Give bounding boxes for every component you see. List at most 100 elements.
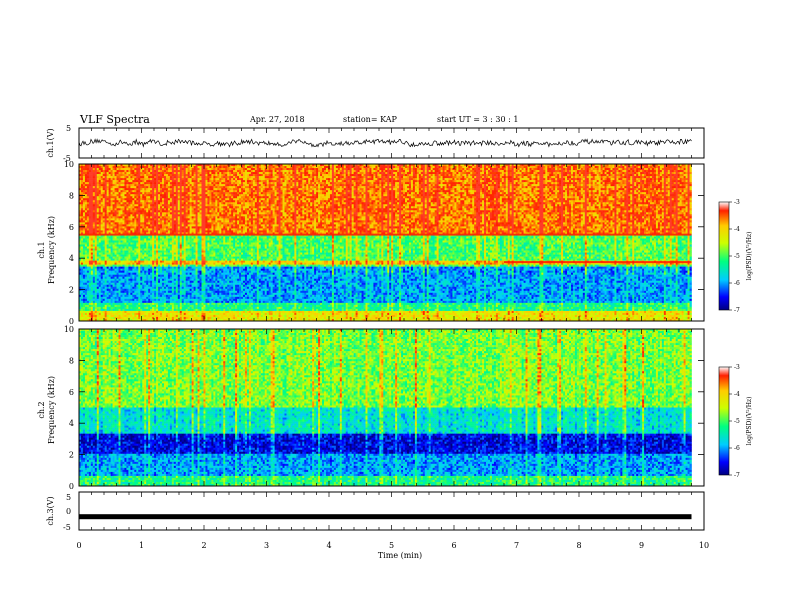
spec1-cell — [522, 186, 524, 188]
spec1-cell — [243, 176, 245, 178]
spec1-cell — [452, 182, 454, 184]
spec1-cell — [182, 190, 184, 192]
spec1-cell — [375, 182, 377, 184]
spec1-cell — [403, 174, 405, 176]
spec1-cell — [176, 194, 178, 196]
spec1-cell — [354, 182, 356, 184]
spec1-cell — [674, 190, 676, 192]
spec1-cell — [324, 180, 326, 182]
spec1-cell — [472, 190, 474, 192]
spec1-cell — [245, 172, 247, 174]
spec1-cell — [474, 176, 476, 178]
spec1-cell — [672, 192, 674, 194]
spec1-cell — [567, 178, 569, 180]
spec1-cell — [591, 166, 593, 168]
spec1-cell — [140, 180, 142, 182]
spec1-cell — [529, 166, 531, 168]
spec1-cell — [385, 188, 387, 190]
spec1-cell — [385, 194, 387, 196]
spec1-cell — [271, 172, 273, 174]
spec1-cell — [448, 180, 450, 182]
spec1-cell — [462, 190, 464, 192]
spec1-cell — [81, 190, 83, 192]
spec1-cell — [616, 178, 618, 180]
spec1-cell — [365, 174, 367, 176]
spec1-cell — [682, 172, 684, 174]
spec1-cell — [138, 178, 140, 180]
spec1-cell — [551, 186, 553, 188]
spec1-cell — [419, 178, 421, 180]
spec1-cell — [180, 168, 182, 170]
spec1-cell — [322, 172, 324, 174]
spec1-cell — [290, 172, 292, 174]
spec1-cell — [533, 180, 535, 182]
spec1-cell — [172, 170, 174, 172]
spec1-cell — [369, 166, 371, 168]
spec1-cell — [308, 182, 310, 184]
spec1-cell — [360, 190, 362, 192]
spec1-cell — [593, 180, 595, 182]
spec1-cell — [288, 180, 290, 182]
spec1-cell — [660, 168, 662, 170]
spec1-cell — [298, 168, 300, 170]
spec1-cell — [526, 178, 528, 180]
spec1-cell — [255, 168, 257, 170]
spec1-cell — [194, 180, 196, 182]
spec1-cell — [334, 190, 336, 192]
spec1-cell — [279, 172, 281, 174]
spec1-cell — [235, 174, 237, 176]
spec1-cell — [393, 186, 395, 188]
spec1-cell — [217, 174, 219, 176]
spec1-cell — [190, 188, 192, 190]
spec1-cell — [531, 174, 533, 176]
spec1-cell — [557, 186, 559, 188]
spec1-cell — [81, 180, 83, 182]
spec1-cell — [346, 186, 348, 188]
spec1-cell — [448, 184, 450, 186]
spec1-cell — [142, 172, 144, 174]
spec1-cell — [539, 190, 541, 192]
spec1-cell — [215, 184, 217, 186]
spec1-cell — [202, 174, 204, 176]
spec1-cell — [559, 168, 561, 170]
spec1-cell — [563, 194, 565, 196]
spec1-cell — [484, 180, 486, 182]
spec1-cell — [367, 170, 369, 172]
spec1-cell — [144, 194, 146, 196]
spec1-cell — [209, 192, 211, 194]
spec1-cell — [589, 174, 591, 176]
spec1-cell — [221, 174, 223, 176]
spec1-cell — [472, 192, 474, 194]
spec1-cell — [371, 168, 373, 170]
spec1-cell — [678, 176, 680, 178]
spec1-cell — [419, 188, 421, 190]
spec1-cell — [494, 192, 496, 194]
spec1-cell — [217, 168, 219, 170]
spec1-cell — [146, 174, 148, 176]
spec1-cell — [219, 176, 221, 178]
spec1-cell — [628, 180, 630, 182]
spec1-cell — [115, 196, 117, 198]
spec1-cell — [83, 180, 85, 182]
spec1-cell — [417, 174, 419, 176]
spec1-cell — [500, 166, 502, 168]
spec1-cell — [401, 194, 403, 196]
spec1-cell — [437, 174, 439, 176]
spec1-cell — [628, 188, 630, 190]
spec1-cell — [263, 192, 265, 194]
spec1-cell — [138, 182, 140, 184]
spec1-cell — [83, 178, 85, 180]
spec1-cell — [599, 166, 601, 168]
spec1-cell — [144, 192, 146, 194]
spec1-cell — [445, 180, 447, 182]
spec1-cell — [460, 182, 462, 184]
spec1-cell — [196, 166, 198, 168]
spec1-cell — [539, 174, 541, 176]
spec1-cell — [539, 178, 541, 180]
spec1-cell — [474, 170, 476, 172]
spec1-cell — [494, 188, 496, 190]
spec1-cell — [324, 168, 326, 170]
spec1-cell — [506, 194, 508, 196]
spec1-cell — [356, 170, 358, 172]
spec1-cell — [474, 166, 476, 168]
